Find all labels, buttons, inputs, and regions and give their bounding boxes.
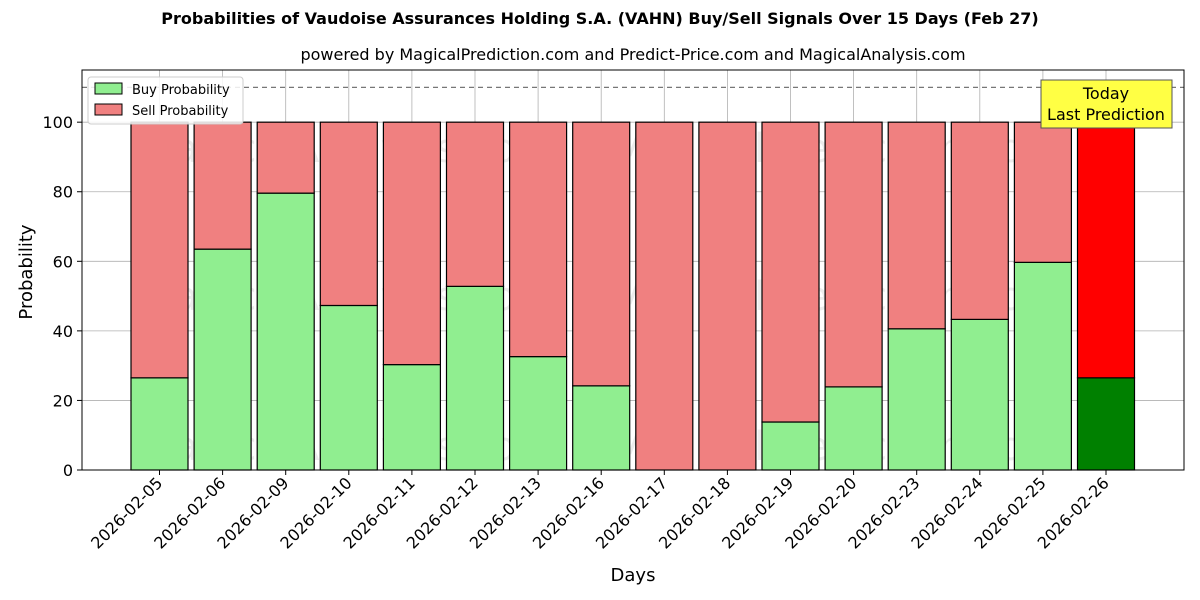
sell-bar — [698, 121, 757, 471]
sell-bar — [130, 121, 189, 379]
sell-bar — [950, 121, 1009, 320]
legend-swatch-buy — [94, 82, 123, 95]
x-axis-label: Days — [611, 565, 656, 586]
legend-label-sell: Sell Probability — [132, 104, 229, 119]
sell-bar — [319, 121, 378, 307]
sell-bar — [256, 121, 315, 194]
sell-bar — [887, 121, 946, 330]
annotation-line-1: Today — [1082, 84, 1129, 103]
buy-bar — [319, 304, 378, 471]
sell-bar — [193, 121, 252, 250]
y-tick-label: 40 — [53, 322, 73, 341]
y-tick-label: 100 — [42, 113, 73, 132]
y-axis-label: Probability — [16, 224, 37, 319]
sell-bar — [1076, 121, 1136, 379]
legend-label-buy: Buy Probability — [132, 83, 230, 98]
buy-bar — [1076, 377, 1136, 471]
legend-box — [87, 76, 244, 125]
buy-bar — [382, 364, 441, 471]
buy-bar — [256, 192, 315, 471]
sell-bar — [761, 121, 820, 423]
buy-bar — [950, 318, 1009, 471]
annotation-line-2: Last Prediction — [1047, 105, 1165, 124]
annotation-box — [1040, 79, 1173, 129]
legend: Buy Probability Sell Probability — [87, 76, 244, 125]
buy-bar — [761, 421, 820, 471]
chart-title: Probabilities of Vaudoise Assurances Hol… — [161, 9, 1039, 28]
y-tick-label: 20 — [53, 391, 73, 410]
buy-bar — [445, 285, 505, 471]
buy-bar — [887, 328, 946, 471]
chart-subtitle: powered by MagicalPrediction.com and Pre… — [300, 45, 966, 64]
today-annotation: Today Last Prediction — [1040, 79, 1173, 129]
buy-bar — [130, 377, 189, 471]
bars — [82, 86, 1184, 471]
sell-bar — [635, 121, 694, 471]
plot-frame — [81, 69, 1185, 471]
y-tick-label: 80 — [53, 183, 73, 202]
sell-bar — [509, 121, 568, 358]
sell-bar — [445, 121, 505, 287]
sell-bar — [382, 121, 441, 366]
buy-bar — [572, 385, 631, 471]
sell-bar — [572, 121, 631, 387]
buy-bar — [193, 248, 252, 471]
buy-bar — [1013, 261, 1073, 471]
y-tick-label: 60 — [53, 252, 73, 271]
y-tick-label: 0 — [63, 461, 73, 480]
buy-bar — [824, 386, 883, 471]
buy-bar — [509, 356, 568, 471]
legend-swatch-sell — [94, 103, 123, 116]
axes — [81, 69, 1185, 471]
sell-bar — [1013, 121, 1073, 263]
sell-bar — [824, 121, 883, 388]
